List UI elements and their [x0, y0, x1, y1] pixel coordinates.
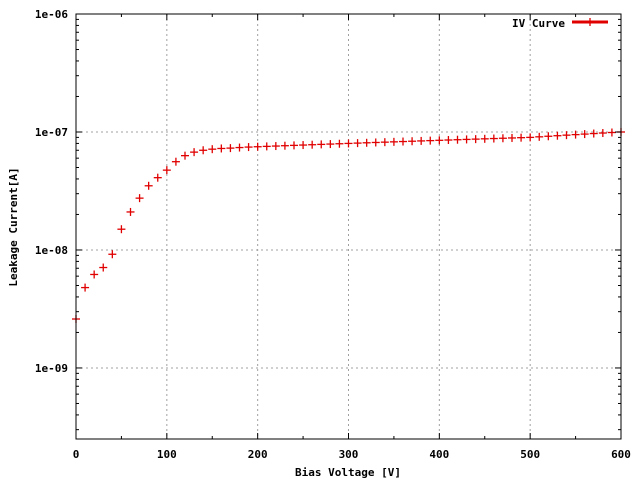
data-point — [90, 270, 99, 279]
data-point — [244, 143, 253, 152]
data-point — [453, 135, 462, 144]
data-point — [435, 136, 444, 145]
x-axis-label: Bias Voltage [V] — [295, 466, 401, 479]
data-point — [108, 250, 117, 259]
axis-ticks — [75, 13, 622, 439]
x-tick-label: 500 — [520, 448, 540, 461]
data-point — [280, 141, 289, 150]
data-point — [353, 139, 362, 148]
y-tick-label: 1e-09 — [35, 362, 68, 375]
x-tick-label: 400 — [429, 448, 449, 461]
x-tick-label: 600 — [611, 448, 631, 461]
data-point — [362, 138, 371, 147]
data-point — [117, 225, 126, 234]
data-point — [190, 148, 199, 157]
data-point — [380, 138, 389, 147]
data-point — [335, 139, 344, 148]
data-point — [480, 134, 489, 143]
y-tick-labels: 1e-09 1e-08 1e-07 1e-06 — [35, 8, 68, 375]
data-point — [226, 144, 235, 153]
data-point — [181, 151, 189, 160]
x-tick-label: 300 — [339, 448, 359, 461]
data-point — [344, 139, 353, 148]
data-point — [126, 207, 135, 216]
data-point — [517, 133, 526, 142]
data-point — [253, 142, 262, 151]
data-point — [208, 145, 217, 154]
data-point — [562, 131, 571, 140]
data-point — [144, 181, 153, 190]
data-point — [262, 142, 271, 151]
data-point — [408, 137, 417, 146]
data-point — [417, 136, 426, 145]
data-point — [162, 166, 171, 175]
data-point — [508, 133, 516, 142]
data-point — [471, 135, 480, 144]
data-point — [153, 173, 162, 182]
data-point — [326, 140, 335, 149]
data-point — [462, 135, 471, 144]
data-point — [444, 136, 453, 145]
y-tick-label: 1e-07 — [35, 126, 68, 139]
data-point — [81, 283, 90, 292]
data-point — [389, 137, 398, 146]
data-point — [544, 132, 553, 141]
data-point — [607, 128, 616, 137]
data-point — [371, 138, 380, 147]
data-point — [99, 263, 108, 272]
data-point — [553, 131, 562, 140]
data-point — [426, 136, 435, 145]
data-point — [489, 134, 498, 143]
data-point — [498, 134, 507, 143]
x-tick-label: 0 — [73, 448, 80, 461]
x-tick-label: 200 — [248, 448, 268, 461]
x-tick-labels: 0 100 200 300 400 500 600 — [73, 448, 631, 461]
data-point — [135, 194, 144, 203]
data-point — [290, 141, 298, 150]
data-point — [526, 133, 535, 142]
data-point — [580, 130, 589, 139]
y-axis-label: Leakage Current[A] — [7, 167, 20, 286]
data-point — [171, 157, 180, 166]
legend: IV Curve — [512, 17, 608, 30]
data-point — [235, 143, 244, 152]
legend-entry-iv-curve: IV Curve — [512, 17, 565, 30]
data-point — [299, 141, 308, 150]
data-point — [199, 146, 208, 155]
data-point — [399, 137, 407, 146]
data-point — [571, 130, 580, 139]
data-point — [589, 129, 598, 138]
data-point — [535, 132, 544, 141]
data-point — [598, 129, 607, 138]
data-point — [308, 140, 317, 149]
y-tick-label: 1e-08 — [35, 244, 68, 257]
data-point — [317, 140, 326, 149]
data-point — [217, 144, 226, 153]
data-point — [271, 142, 280, 151]
grid-lines — [76, 14, 621, 439]
x-tick-label: 100 — [157, 448, 177, 461]
y-tick-label: 1e-06 — [35, 8, 68, 21]
